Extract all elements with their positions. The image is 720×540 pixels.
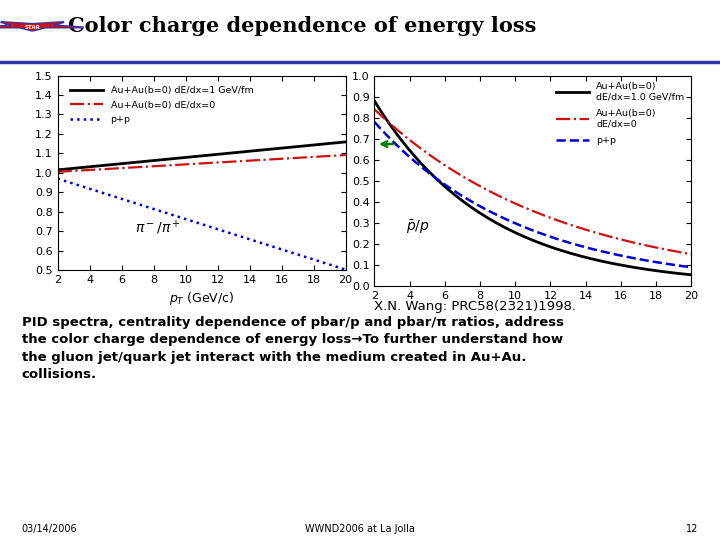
Polygon shape [0,22,81,31]
Legend: Au+Au(b=0) dE/dx=1 GeV/fm, Au+Au(b=0) dE/dx=0, p+p: Au+Au(b=0) dE/dx=1 GeV/fm, Au+Au(b=0) dE… [68,84,255,126]
X-axis label: $p_T$ (GeV/c): $p_T$ (GeV/c) [169,291,234,307]
Text: $\pi^-/\pi^+$: $\pi^-/\pi^+$ [135,219,181,237]
Text: $\bar{p}/p$: $\bar{p}/p$ [406,219,430,237]
Text: Color charge dependence of energy loss: Color charge dependence of energy loss [68,16,537,36]
Text: 03/14/2006: 03/14/2006 [22,523,77,534]
Text: PID spectra, centrality dependence of pbar/p and pbar/π ratios, address
the colo: PID spectra, centrality dependence of pb… [22,316,564,381]
Legend: Au+Au(b=0)
dE/dx=1.0 GeV/fm, Au+Au(b=0)
dE/dx=0, p+p: Au+Au(b=0) dE/dx=1.0 GeV/fm, Au+Au(b=0) … [554,80,686,147]
Text: WWND2006 at La Jolla: WWND2006 at La Jolla [305,523,415,534]
Text: STAR: STAR [24,25,40,30]
Text: 12: 12 [686,523,698,534]
Text: X.N. Wang: PRC58(2321)1998.: X.N. Wang: PRC58(2321)1998. [374,300,577,313]
